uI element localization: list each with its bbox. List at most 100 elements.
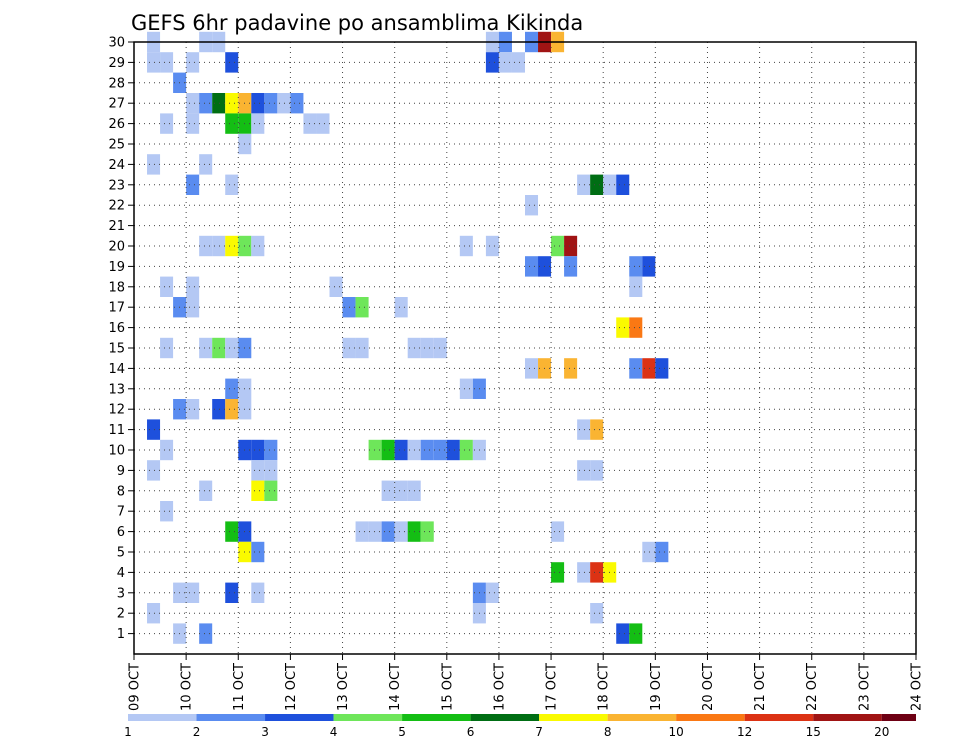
heatmap-cell bbox=[420, 337, 434, 359]
x-tick-label: 12 OCT bbox=[284, 663, 299, 711]
y-tick-label: 4 bbox=[117, 566, 125, 581]
heatmap-cell bbox=[264, 93, 278, 114]
y-tick-label: 15 bbox=[108, 342, 125, 357]
x-tick-label: 18 OCT bbox=[597, 663, 612, 711]
colorbar-label: 5 bbox=[398, 725, 406, 739]
heatmap-cell bbox=[147, 52, 161, 73]
y-tick-label: 12 bbox=[108, 403, 125, 418]
heatmap-cell bbox=[225, 93, 239, 114]
heatmap-cell bbox=[420, 439, 434, 461]
heatmap-cell bbox=[459, 378, 473, 399]
heatmap-cell bbox=[577, 419, 591, 440]
heatmap-cell bbox=[551, 235, 565, 257]
y-tick-label: 23 bbox=[108, 178, 125, 193]
heatmap-cell bbox=[199, 480, 213, 501]
heatmap-cell bbox=[199, 154, 213, 175]
colorbar-label: 12 bbox=[737, 725, 752, 739]
heatmap-cell bbox=[251, 582, 265, 603]
colorbar-swatch bbox=[196, 714, 266, 721]
y-tick-label: 22 bbox=[108, 199, 125, 214]
y-tick-label: 9 bbox=[117, 464, 125, 479]
heatmap-cell bbox=[225, 399, 239, 420]
y-tick-label: 13 bbox=[108, 382, 125, 397]
y-tick-label: 29 bbox=[108, 56, 125, 71]
y-tick-label: 14 bbox=[108, 362, 125, 377]
heatmap-cell bbox=[616, 317, 630, 338]
heatmap-cell bbox=[160, 276, 174, 297]
colorbar-label: 8 bbox=[604, 725, 612, 739]
heatmap-cell bbox=[577, 460, 591, 481]
heatmap-cell bbox=[186, 399, 200, 420]
colorbar-label: 1 bbox=[124, 725, 132, 739]
heatmap-cell bbox=[590, 419, 604, 440]
heatmap-cell bbox=[629, 256, 643, 277]
colorbar-label: 2 bbox=[193, 725, 201, 739]
heatmap-cell bbox=[316, 113, 330, 134]
y-tick-label: 27 bbox=[108, 97, 125, 112]
heatmap-cell bbox=[160, 113, 174, 134]
y-tick-label: 2 bbox=[117, 607, 125, 622]
heatmap-cell bbox=[225, 52, 239, 73]
heatmap-cell bbox=[498, 52, 512, 73]
heatmap-cell bbox=[160, 501, 174, 522]
colorbar-swatch bbox=[881, 714, 916, 721]
heatmap-cell bbox=[577, 562, 591, 583]
heatmap-cell bbox=[381, 521, 395, 542]
heatmap-cell bbox=[577, 174, 591, 195]
x-tick-label: 13 OCT bbox=[336, 663, 351, 711]
heatmap-cell bbox=[381, 480, 395, 501]
y-tick-label: 17 bbox=[108, 301, 125, 316]
heatmap-cell bbox=[212, 93, 226, 114]
heatmap-cell bbox=[485, 582, 499, 603]
y-tick-label: 18 bbox=[108, 280, 125, 295]
heatmap-cell bbox=[433, 439, 447, 461]
x-tick-label: 23 OCT bbox=[857, 663, 872, 711]
y-tick-label: 11 bbox=[108, 423, 125, 438]
colorbar-swatch bbox=[676, 714, 745, 721]
heatmap-cell bbox=[225, 521, 239, 542]
heatmap-cell bbox=[186, 582, 200, 603]
heatmap-cell bbox=[264, 480, 278, 501]
heatmap-cell bbox=[212, 235, 226, 257]
heatmap-cell bbox=[433, 337, 447, 359]
heatmap-cell bbox=[199, 623, 213, 644]
y-tick-label: 1 bbox=[117, 627, 125, 642]
heatmap-cell bbox=[225, 337, 239, 359]
heatmap-cell bbox=[394, 297, 408, 318]
heatmap-cell bbox=[147, 460, 161, 481]
y-tick-label: 16 bbox=[108, 321, 125, 336]
colorbar-swatch bbox=[128, 714, 197, 721]
heatmap-cell bbox=[329, 276, 343, 297]
heatmap-cell bbox=[590, 460, 604, 481]
heatmap-cell bbox=[251, 541, 265, 563]
heatmap-cell bbox=[199, 93, 213, 114]
x-tick-label: 14 OCT bbox=[388, 663, 403, 711]
heatmap-cell bbox=[368, 439, 382, 461]
colorbar-swatch bbox=[607, 714, 677, 721]
y-tick-label: 24 bbox=[108, 158, 125, 173]
heatmap-cell bbox=[251, 439, 265, 461]
heatmap-cell bbox=[186, 113, 200, 134]
colorbar-swatch bbox=[813, 714, 882, 721]
colorbar-swatch bbox=[265, 714, 334, 721]
colorbar-label: 10 bbox=[669, 725, 684, 739]
y-tick-label: 28 bbox=[108, 76, 125, 91]
heatmap-cell bbox=[251, 460, 265, 481]
heatmap-cell bbox=[525, 256, 539, 277]
heatmap-cell bbox=[225, 378, 239, 399]
heatmap-cell bbox=[459, 235, 473, 257]
heatmap-cell bbox=[186, 52, 200, 73]
heatmap-cell bbox=[459, 439, 473, 461]
heatmap-cell bbox=[616, 623, 630, 644]
heatmap-cell bbox=[355, 297, 369, 318]
heatmap-cell bbox=[251, 93, 265, 114]
heatmap-cell bbox=[186, 276, 200, 297]
heatmap-cell bbox=[590, 174, 604, 195]
heatmap-cell bbox=[629, 358, 643, 379]
heatmap-cell bbox=[629, 276, 643, 297]
y-tick-label: 30 bbox=[108, 36, 125, 51]
heatmap-cell bbox=[368, 521, 382, 542]
y-tick-label: 6 bbox=[117, 525, 125, 540]
y-tick-label: 10 bbox=[108, 444, 125, 459]
